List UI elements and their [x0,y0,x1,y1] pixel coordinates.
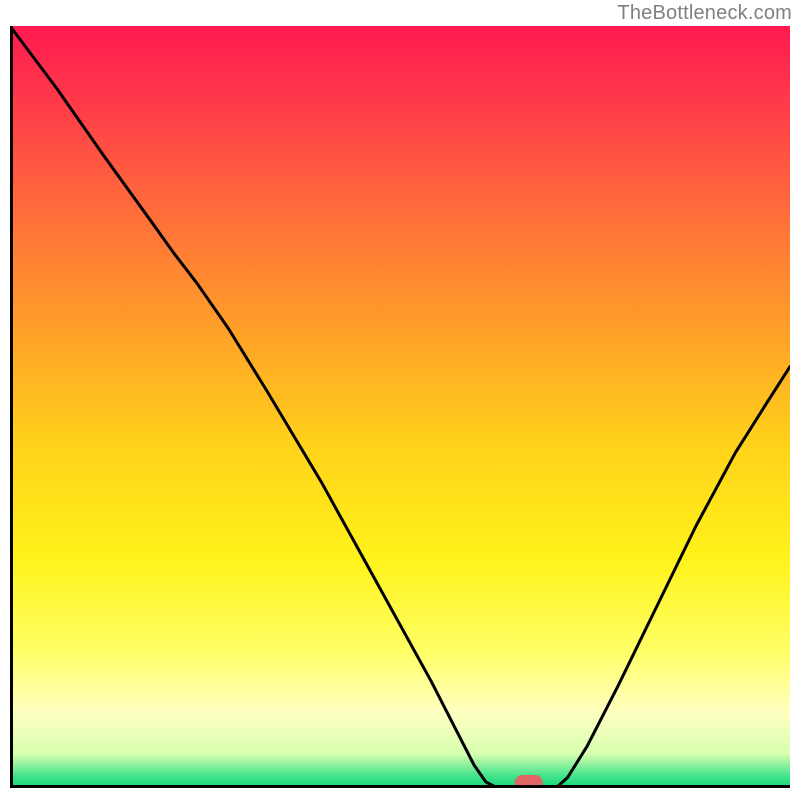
chart-root: TheBottleneck.com [0,0,800,800]
gradient-background [10,26,790,788]
chart-svg [10,26,790,788]
bottleneck-curve-chart [10,26,790,788]
watermark-text: TheBottleneck.com [617,2,792,25]
